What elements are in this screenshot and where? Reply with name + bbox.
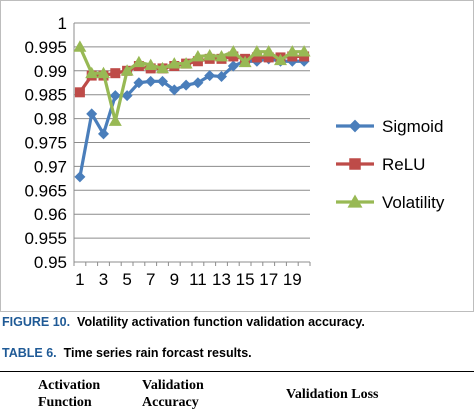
data-point-relu <box>74 87 85 98</box>
data-point-sigmoid <box>227 60 239 72</box>
y-tick-label: 0.985 <box>24 86 67 105</box>
x-tick-label: 7 <box>146 270 155 289</box>
x-tick-label: 9 <box>170 270 179 289</box>
x-tick-label: 1 <box>75 270 84 289</box>
data-point-volatility <box>238 55 252 68</box>
data-point-volatility <box>262 45 276 57</box>
data-point-sigmoid <box>204 70 216 82</box>
data-point-sigmoid <box>133 77 145 89</box>
data-point-volatility <box>203 49 217 61</box>
line-chart: 0.95 0.955 0.96 0.965 0.97 0.975 0.98 0.985 0.99… <box>24 14 445 289</box>
header-activation-line1: Activation <box>38 378 101 393</box>
y-tick-label: 0.965 <box>24 181 67 200</box>
x-tick-label: 19 <box>283 270 302 289</box>
y-tick-label: 0.99 <box>34 62 67 81</box>
header-activation-function: Activation Function <box>38 377 100 411</box>
data-point-sigmoid <box>168 84 180 96</box>
table-top-rule <box>0 371 474 372</box>
legend-marker-volatility <box>347 194 363 208</box>
legend-item-volatility: Volatility <box>336 193 445 212</box>
data-point-sigmoid <box>192 77 204 89</box>
data-point-sigmoid <box>145 75 157 87</box>
legend-marker-relu <box>349 158 361 170</box>
data-point-volatility <box>73 40 87 52</box>
data-point-sigmoid <box>98 128 109 140</box>
y-tick-label: 0.955 <box>24 229 67 248</box>
x-tick-label: 15 <box>236 270 255 289</box>
data-point-volatility <box>132 55 146 68</box>
tick-labels: 0.95 0.955 0.96 0.965 0.97 0.975 0.98 0.985 0.99… <box>24 14 301 289</box>
y-tick-label: 0.98 <box>34 110 67 129</box>
data-point-volatility <box>167 57 181 69</box>
data-point-volatility <box>108 114 122 126</box>
header-activation-line2: Function <box>38 395 92 410</box>
x-tick-label: 17 <box>259 270 278 289</box>
figure-caption-label: FIGURE 10. <box>2 315 71 329</box>
data-point-volatility <box>250 45 264 57</box>
legend-item-relu: ReLU <box>336 155 425 174</box>
data-point-relu <box>263 52 274 63</box>
figure-caption-text: Volatility activation function validatio… <box>77 315 365 329</box>
data-point-volatility <box>215 49 228 62</box>
data-point-sigmoid <box>86 108 98 120</box>
legend: Sigmoid ReLU Volatility <box>336 117 445 212</box>
figure-caption: FIGURE 10. Volatility activation functio… <box>2 315 472 329</box>
data-point-sigmoid <box>180 79 192 91</box>
legend-label-relu: ReLU <box>382 155 425 174</box>
header-validation-loss: Validation Loss <box>286 387 379 402</box>
series-volatility <box>73 40 311 126</box>
legend-label-sigmoid: Sigmoid <box>382 117 443 136</box>
series-group <box>73 40 311 183</box>
y-tick-label: 0.97 <box>34 157 67 176</box>
x-tick-label: 13 <box>212 270 231 289</box>
chart-container: 0.95 0.955 0.96 0.965 0.97 0.975 0.98 0.985 0.99… <box>0 0 474 312</box>
x-tick-label: 11 <box>189 270 207 289</box>
x-tick-label: 3 <box>99 270 108 289</box>
data-point-volatility <box>191 49 205 62</box>
data-point-volatility <box>144 58 158 70</box>
data-point-sigmoid <box>121 90 133 102</box>
legend-label-volatility: Volatility <box>382 193 445 212</box>
y-tick-label: 1 <box>58 14 67 33</box>
data-point-volatility <box>85 66 99 79</box>
y-tick-label: 0.975 <box>24 134 67 153</box>
data-point-relu <box>110 68 121 79</box>
data-point-volatility <box>274 53 287 66</box>
data-point-volatility <box>297 45 311 57</box>
y-tick-label: 0.96 <box>34 205 67 224</box>
legend-marker-sigmoid <box>348 119 362 133</box>
y-tick-label: 0.995 <box>24 38 67 57</box>
table-caption-label: TABLE 6. <box>2 346 57 360</box>
header-accuracy-line2: Accuracy <box>142 395 199 410</box>
data-point-volatility <box>285 45 299 57</box>
data-point-volatility <box>226 45 240 57</box>
data-point-volatility <box>97 66 110 79</box>
data-point-sigmoid <box>109 90 121 102</box>
table-caption: TABLE 6. Time series rain forcast result… <box>2 346 472 360</box>
x-tick-label: 5 <box>122 270 131 289</box>
data-point-relu <box>251 52 262 63</box>
header-validation-accuracy: Validation Accuracy <box>142 377 204 411</box>
y-tick-label: 0.95 <box>34 253 67 272</box>
data-point-sigmoid <box>216 71 227 83</box>
table-caption-text: Time series rain forcast results. <box>63 346 252 360</box>
data-point-volatility <box>156 61 169 74</box>
legend-item-sigmoid: Sigmoid <box>336 117 443 136</box>
data-point-volatility <box>120 64 134 76</box>
header-accuracy-line1: Validation <box>142 378 204 393</box>
axes <box>73 23 311 266</box>
data-point-sigmoid <box>157 75 168 87</box>
data-point-volatility <box>179 57 193 69</box>
data-point-sigmoid <box>74 171 86 183</box>
